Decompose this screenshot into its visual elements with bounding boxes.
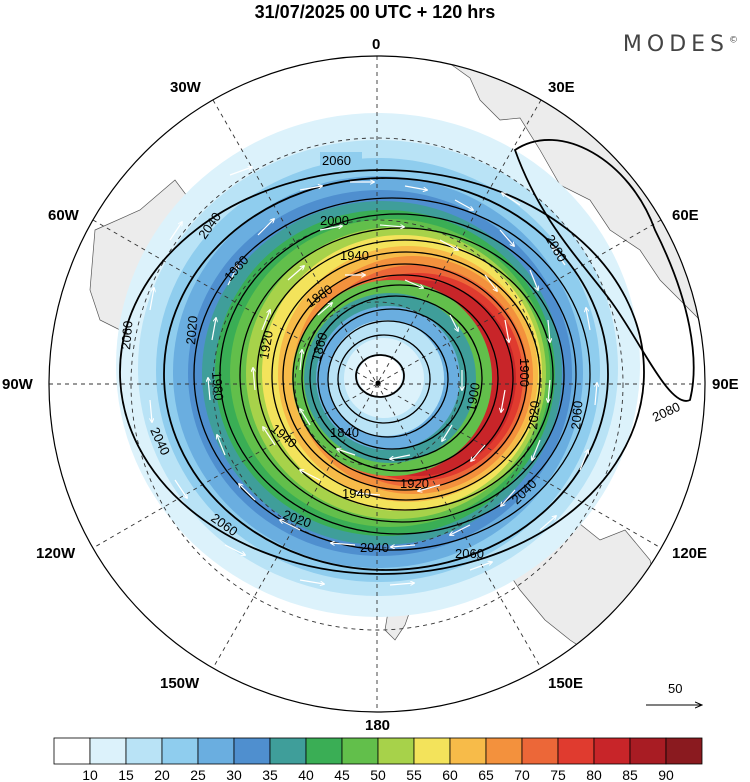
meridian-labels: 0 30E 60E 90E 120E 150E 180 150W 120W 90… [2, 36, 739, 734]
lon-label-120e: 120E [672, 545, 707, 562]
contour-label-2020-right: 2020 [525, 400, 542, 430]
colorbar-swatch [125, 737, 163, 765]
colorbar-swatch [449, 737, 487, 765]
map-boundary [48, 55, 706, 713]
brand-mark: © [729, 35, 738, 46]
lon-label-150e: 150E [548, 675, 583, 692]
colorbar-label: 30 [226, 767, 242, 782]
contour-label-2060-right: 2060 [568, 400, 585, 430]
shade-center [358, 356, 402, 396]
contour-label-1940-top: 1940 [340, 248, 369, 263]
lon-label-60w: 60W [48, 207, 80, 224]
colorbar-label: 80 [586, 767, 602, 782]
contour-label-1920-bottom: 1920 [400, 476, 429, 491]
contour-label-1840: 1840 [330, 425, 359, 440]
vector-reference-label: 50 [668, 681, 682, 696]
colorbar-label: 65 [478, 767, 494, 782]
colorbar-label: 60 [442, 767, 458, 782]
colorbar-swatch [629, 737, 667, 765]
colorbar-label: 20 [154, 767, 170, 782]
contour-label-2060-top: 2060 [322, 153, 351, 168]
colorbar-swatch [557, 737, 595, 765]
contour-label-1900: 1900 [463, 381, 483, 412]
contour-label-1920-left: 1920 [256, 329, 276, 360]
contour-label-1940-bottom: 1940 [342, 486, 371, 501]
contour-2080-closed [513, 139, 695, 402]
colorbar-label: 90 [658, 767, 674, 782]
pole-marker [375, 380, 381, 386]
contour-label-1900-right: 1900 [517, 358, 532, 387]
contour-label-2040-bottom: 2040 [360, 540, 389, 555]
colorbar: 10 15 20 25 30 35 40 45 50 55 60 65 70 75 80 85 90 [53, 737, 703, 782]
contour-label-1860: 1860 [308, 331, 330, 363]
map-title: 31/07/2025 00 UTC + 120 hrs [254, 2, 496, 22]
brand-logo: MODES© [623, 32, 738, 57]
colorbar-label: 55 [406, 767, 422, 782]
map-disk [49, 56, 705, 712]
colorbar-label: 35 [262, 767, 278, 782]
contour-label-2020-left: 2020 [183, 315, 200, 345]
colorbar-label: 10 [82, 767, 98, 782]
contour-label-2060-bottom: 2060 [455, 546, 484, 561]
colorbar-swatch [305, 737, 343, 765]
colorbar-swatch [341, 737, 379, 765]
contour-label-2060-left: 2060 [118, 320, 135, 350]
lon-label-60e: 60E [672, 207, 699, 224]
colorbar-label: 50 [370, 767, 386, 782]
lon-label-30w: 30W [170, 79, 202, 96]
colorbar-swatch [377, 737, 415, 765]
contour-label-2000: 2000 [320, 213, 349, 228]
lon-label-120w: 120W [36, 545, 76, 562]
height-contours [119, 139, 695, 575]
colorbar-swatch [233, 737, 271, 765]
colorbar-swatch [485, 737, 523, 765]
colorbar-swatch [269, 737, 307, 765]
lon-label-0: 0 [372, 36, 380, 53]
colorbar-swatch [413, 737, 451, 765]
lon-label-90e: 90E [712, 376, 739, 393]
colorbar-swatch [593, 737, 631, 765]
colorbar-swatch [665, 737, 703, 765]
colorbar-label: 75 [550, 767, 566, 782]
contour-labels: 2060 2040 2000 1940 1960 2020 1920 1880 … [118, 152, 682, 561]
colorbar-swatch [53, 737, 91, 765]
wind-vectors [150, 167, 597, 585]
colorbar-label: 25 [190, 767, 206, 782]
vector-reference: 50 [646, 681, 702, 705]
colorbar-swatch [89, 737, 127, 765]
lon-label-30e: 30E [548, 79, 575, 96]
colorbar-swatch [521, 737, 559, 765]
colorbar-label: 70 [514, 767, 530, 782]
contour-label-1980: 1980 [209, 371, 226, 401]
colorbar-label: 85 [622, 767, 638, 782]
colorbar-swatch [197, 737, 235, 765]
lon-label-90w: 90W [2, 376, 34, 393]
lon-label-150w: 150W [160, 675, 200, 692]
colorbar-label: 45 [334, 767, 350, 782]
lon-label-180: 180 [365, 717, 390, 734]
colorbar-label: 15 [118, 767, 134, 782]
brand-name: MODES [622, 32, 729, 57]
colorbar-label: 40 [298, 767, 314, 782]
colorbar-swatch [161, 737, 199, 765]
